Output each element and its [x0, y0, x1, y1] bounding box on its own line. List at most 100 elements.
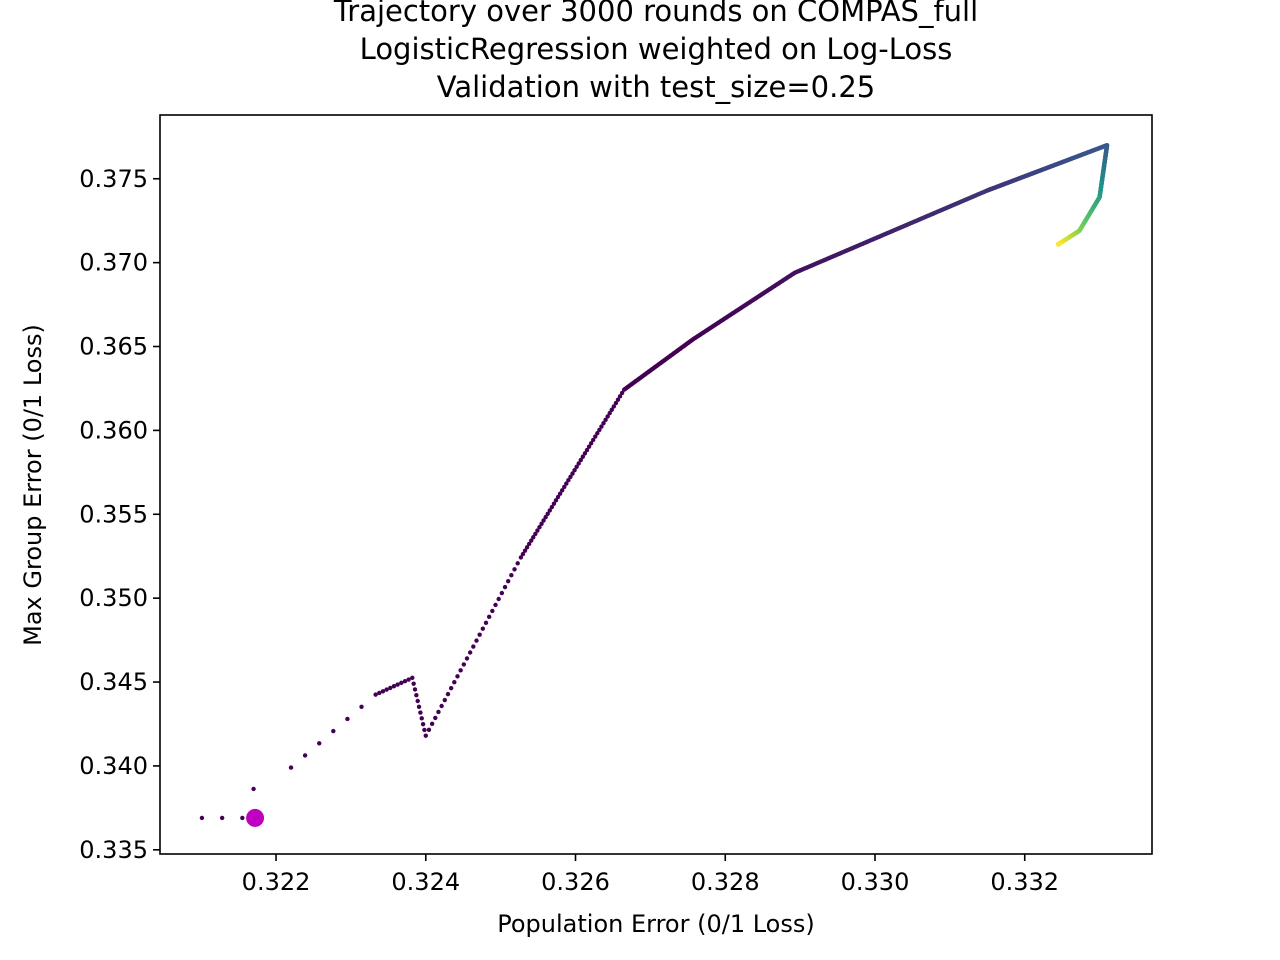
- trajectory-point: [373, 692, 378, 697]
- trajectory-point: [483, 620, 489, 625]
- trajectory-point: [402, 679, 408, 684]
- x-tick-label: 0.324: [391, 868, 460, 896]
- trajectory-point: [426, 727, 432, 732]
- trajectory-point: [442, 697, 447, 703]
- y-axis-label: Max Group Error (0/1 Loss): [19, 324, 47, 646]
- trajectory-point: [399, 680, 404, 686]
- trajectory-point: [545, 511, 550, 516]
- trajectory-point: [553, 498, 559, 503]
- trajectory-point: [526, 541, 532, 547]
- trajectory-point: [436, 709, 441, 715]
- trajectory-point: [584, 447, 590, 453]
- chart-title-line-1: Trajectory over 3000 rounds on COMPAS_fu…: [333, 0, 979, 28]
- trajectory-point: [419, 716, 424, 721]
- trajectory-point: [317, 741, 322, 746]
- trajectory-point: [493, 602, 498, 608]
- trajectory-point: [458, 668, 463, 673]
- trajectory-point: [384, 687, 389, 692]
- trajectory-point: [617, 394, 623, 399]
- trajectory-point: [518, 555, 524, 560]
- trajectory-point: [566, 478, 571, 483]
- trajectory-point: [541, 518, 546, 523]
- trajectory-point: [609, 407, 614, 412]
- trajectory-point: [619, 390, 625, 396]
- trajectory-point: [543, 514, 548, 520]
- trajectory-point: [388, 685, 393, 691]
- trajectory-point: [359, 704, 364, 709]
- trajectory-point: [524, 545, 530, 550]
- trajectory-points: [199, 143, 1110, 821]
- trajectory-point: [455, 674, 460, 679]
- trajectory-point: [471, 644, 476, 649]
- y-tick-label: 0.365: [79, 333, 148, 361]
- trajectory-point: [433, 715, 438, 721]
- trajectory-point: [439, 703, 444, 709]
- trajectory-point: [412, 687, 418, 692]
- trajectory-point: [474, 638, 479, 643]
- trajectory-point: [496, 596, 501, 602]
- trajectory-point: [345, 716, 350, 722]
- trajectory-point: [219, 815, 225, 821]
- trajectory-point: [414, 693, 419, 698]
- y-tick-label: 0.335: [79, 836, 148, 864]
- trajectory-point: [467, 650, 473, 655]
- trajectory-point: [588, 441, 594, 446]
- trajectory-point: [557, 491, 563, 496]
- trajectory-point: [395, 682, 400, 687]
- trajectory-point: [611, 404, 617, 409]
- trajectory-point: [568, 474, 573, 480]
- y-tick-label: 0.355: [79, 500, 148, 528]
- trajectory-point: [580, 454, 586, 459]
- trajectory-point: [605, 414, 610, 419]
- y-axis-ticks: 0.335 0.340 0.345 0.350 0.355 0.360 0.365 0.370…: [79, 165, 160, 864]
- trajectory-point: [288, 765, 294, 770]
- trajectory-point: [586, 444, 592, 449]
- x-axis-label: Population Error (0/1 Loss): [497, 910, 815, 938]
- y-tick-label: 0.340: [79, 752, 148, 780]
- x-tick-label: 0.328: [691, 868, 760, 896]
- trajectory-point: [480, 626, 486, 631]
- trajectory-point: [505, 578, 511, 584]
- trajectory-point: [613, 400, 619, 406]
- trajectory-point: [615, 397, 621, 402]
- y-tick-label: 0.360: [79, 416, 148, 444]
- trajectory-point: [486, 614, 492, 620]
- trajectory-point: [429, 721, 435, 727]
- trajectory-point: [539, 521, 544, 527]
- trajectory-point: [502, 584, 508, 590]
- chart-title-line-3: Validation with test_size=0.25: [436, 70, 876, 104]
- trajectory-point: [551, 501, 557, 506]
- trajectory-point: [520, 551, 526, 557]
- trajectory-point: [199, 815, 205, 821]
- trajectory-point: [509, 573, 514, 578]
- trajectory-point: [391, 684, 397, 689]
- trajectory-point: [570, 471, 575, 476]
- trajectory-point: [555, 494, 561, 500]
- trajectory-point: [477, 632, 482, 637]
- trajectory-point: [416, 704, 422, 709]
- trajectory-point: [499, 590, 505, 596]
- trajectory-point: [331, 728, 336, 734]
- x-tick-label: 0.330: [841, 868, 910, 896]
- x-axis-ticks: 0.322 0.324 0.326 0.328 0.330 0.332: [242, 854, 1059, 896]
- trajectory-point: [535, 528, 540, 533]
- trajectory-point: [599, 424, 604, 429]
- y-tick-label: 0.345: [79, 668, 148, 696]
- trajectory-point: [547, 508, 552, 513]
- y-tick-label: 0.370: [79, 249, 148, 277]
- trajectory-point: [1055, 241, 1062, 247]
- trajectory-point: [464, 656, 470, 661]
- trajectory-point: [380, 689, 386, 694]
- trajectory-point: [406, 677, 411, 682]
- plot-frame: [159, 114, 1153, 855]
- trajectory-point: [418, 710, 423, 715]
- trajectory-point: [415, 698, 420, 704]
- trajectory-point: [601, 420, 606, 426]
- trajectory-point: [461, 662, 467, 667]
- trajectory-point: [445, 691, 451, 697]
- trajectory-point: [576, 461, 581, 466]
- trajectory-point: [420, 721, 426, 727]
- trajectory-point: [603, 417, 608, 423]
- trajectory-point: [595, 431, 600, 436]
